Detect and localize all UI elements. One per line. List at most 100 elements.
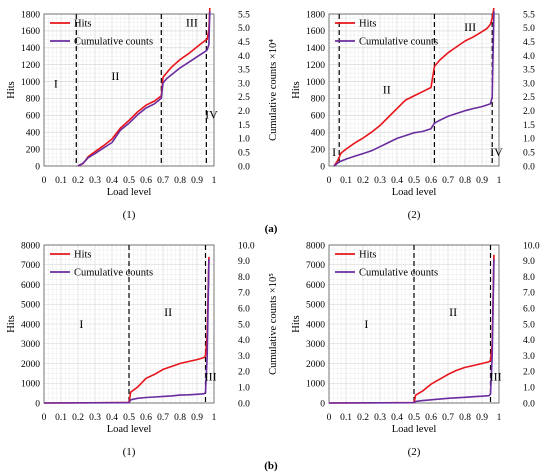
y-tick-label: 1800 [21, 10, 40, 20]
stage-label: III [464, 20, 476, 34]
y-tick-label: 600 [26, 112, 41, 122]
series-line-hits [43, 256, 210, 404]
y-tick-label: 6000 [306, 281, 325, 291]
x-tick-label: 0.6 [425, 413, 437, 423]
legend-entry: Cumulative counts [50, 268, 153, 279]
x-tick-label: 0.5 [408, 176, 420, 186]
y2-tick-label: 10.0 [238, 241, 255, 251]
y-tick-label: 8000 [21, 241, 40, 251]
y2-tick-label: 3.0 [523, 352, 535, 362]
y-tick-label: 0 [320, 162, 325, 172]
stage-label: III [490, 369, 502, 383]
series-line-hits [328, 254, 495, 404]
legend-label: Hits [74, 250, 92, 261]
y-tick-label: 7000 [21, 261, 40, 271]
stage-label: I [54, 76, 58, 90]
legend-label: Cumulative counts [359, 268, 438, 279]
y2-tick-label: 7.0 [238, 289, 250, 299]
x-tick-label: 0.2 [357, 176, 369, 186]
x-tick-label: 0.4 [106, 413, 118, 423]
x-tick-label: 0.3 [89, 413, 101, 423]
y2-tick-label: 1.0 [238, 384, 250, 394]
x-tick-label: 0.4 [391, 176, 403, 186]
y2-tick-label: 10.0 [523, 241, 540, 251]
y2-tick-label: 2.5 [523, 93, 535, 103]
y2-tick-label: 0.0 [523, 162, 535, 172]
x-tick-label: 0.8 [459, 413, 471, 423]
y-tick-label: 2000 [306, 360, 325, 370]
x-tick-label: 0.4 [106, 176, 118, 186]
y-tick-label: 4000 [21, 320, 40, 330]
row-label-a: (a) [265, 223, 278, 235]
y-tick-label: 600 [311, 112, 326, 122]
y2-tick-label: 0.0 [523, 399, 535, 409]
stage-label: IV [205, 108, 218, 122]
y2-tick-label: 0.5 [238, 148, 250, 158]
x-tick-label: 0.8 [459, 176, 471, 186]
stage-label: III [186, 16, 198, 30]
stage-label: II [449, 305, 457, 319]
y-tick-label: 0 [35, 399, 40, 409]
x-tick-label: 0.3 [89, 176, 101, 186]
y-tick-label: 2000 [21, 360, 40, 370]
y-tick-label: 0 [320, 399, 325, 409]
legend-label: Hits [74, 19, 92, 30]
y-tick-label: 400 [311, 129, 326, 139]
y2-axis-title: Cumulative counts ×10⁴ [268, 39, 279, 141]
legend-label: Cumulative counts [74, 37, 153, 48]
x-tick-label: 0.2 [72, 413, 84, 423]
panel-caption: (2) [408, 446, 421, 458]
legend-label: Cumulative counts [74, 268, 153, 279]
y-tick-label: 800 [311, 95, 326, 105]
y2-tick-label: 5.0 [238, 320, 250, 330]
y-tick-label: 1200 [306, 61, 325, 71]
x-tick-label: 0.5 [123, 413, 135, 423]
plot-frame [328, 13, 500, 167]
x-axis-title: Load level [107, 187, 152, 198]
x-tick-label: 0.1 [340, 413, 352, 423]
series-line-cumulative [328, 259, 495, 404]
y-tick-label: 1000 [306, 380, 325, 390]
stage-label: II [164, 305, 172, 319]
x-tick-label: 0 [42, 176, 47, 186]
legend-label: Hits [359, 19, 377, 30]
x-tick-label: 0.8 [174, 176, 186, 186]
x-tick-label: 0.5 [408, 413, 420, 423]
legend-entry: Hits [50, 250, 92, 261]
x-tick-label: 0.6 [425, 176, 437, 186]
x-tick-label: 0.3 [374, 413, 386, 423]
y2-tick-label: 5.5 [238, 10, 250, 20]
x-tick-label: 0.6 [140, 176, 152, 186]
legend-entry: Cumulative counts [335, 268, 438, 279]
y-tick-label: 4000 [306, 320, 325, 330]
y2-tick-label: 0.0 [238, 162, 250, 172]
series-line-cumulative [43, 259, 210, 404]
stage-label: IV [490, 145, 503, 159]
chart-b1: 0 0.1 0.2 0.3 0.4 0.5 0.6 0.7 0.8 0.9 1 0 1000 2000 30… [6, 241, 279, 458]
y-tick-label: 1600 [21, 27, 40, 37]
x-tick-label: 0.5 [123, 176, 135, 186]
y-tick-label: 1600 [306, 27, 325, 37]
y-tick-label: 7000 [306, 261, 325, 271]
y2-tick-label: 2.0 [238, 368, 250, 378]
y2-tick-label: 5.5 [523, 10, 535, 20]
x-tick-label: 0.7 [442, 176, 454, 186]
y2-tick-label: 2.5 [238, 93, 250, 103]
plot-frame [43, 13, 215, 167]
legend-entry: Hits [50, 19, 92, 30]
legend-label: Hits [359, 250, 377, 261]
y2-tick-label: 1.0 [238, 135, 250, 145]
x-axis-title: Load level [392, 424, 437, 435]
x-tick-label: 1 [497, 176, 502, 186]
x-tick-label: 0.7 [157, 176, 169, 186]
legend-entry: Cumulative counts [335, 37, 438, 48]
y2-tick-label: 4.5 [238, 38, 250, 48]
legend-entry: Hits [335, 19, 377, 30]
legend-label: Cumulative counts [359, 37, 438, 48]
stage-label: I [332, 145, 336, 159]
y-tick-label: 800 [26, 95, 41, 105]
y-tick-label: 1200 [21, 61, 40, 71]
legend-entry: Cumulative counts [50, 37, 153, 48]
y2-tick-label: 5.0 [523, 320, 535, 330]
chart-a1: 0 0.1 0.2 0.3 0.4 0.5 0.6 0.7 0.8 0.9 1 0 200 400 600 8… [6, 7, 279, 221]
